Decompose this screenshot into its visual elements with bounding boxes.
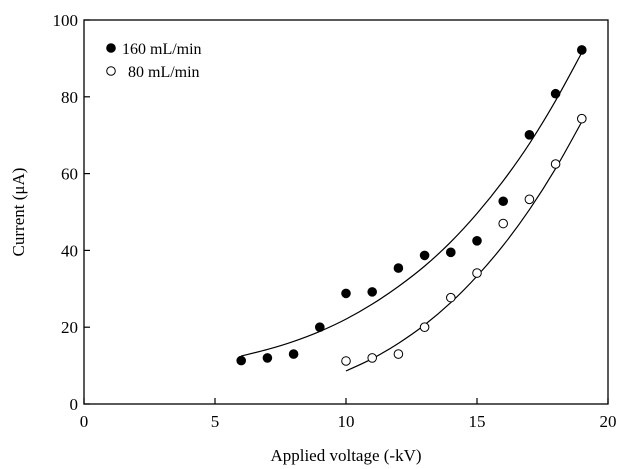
y-tick-label: 60 <box>61 165 78 184</box>
data-points <box>236 45 587 366</box>
data-point-series-0 <box>419 250 430 261</box>
data-point-series-0 <box>524 130 535 140</box>
ticks <box>83 19 609 405</box>
data-point-series-0 <box>367 287 378 297</box>
legend-marker-80 <box>106 66 116 76</box>
x-axis-label: Applied voltage (-kV) <box>270 446 421 465</box>
data-point-series-0 <box>288 349 299 359</box>
data-point-series-0 <box>341 288 351 299</box>
data-point-series-1 <box>446 292 456 303</box>
data-point-series-1 <box>419 322 430 333</box>
data-point-series-0 <box>472 236 482 246</box>
data-point-series-1 <box>472 268 482 278</box>
data-point-series-0 <box>315 322 325 333</box>
legend-label-80: 80 mL/min <box>128 64 200 81</box>
data-point-series-0 <box>498 196 509 207</box>
x-tick-label: 5 <box>211 412 220 431</box>
data-point-series-1 <box>341 356 351 366</box>
fit-curve-series-1 <box>345 121 583 372</box>
legend-label-160: 160 mL/min <box>122 41 202 58</box>
fit-curve-series-0 <box>241 52 583 357</box>
y-tick-label: 40 <box>61 241 78 260</box>
y-tick-label: 80 <box>61 88 78 107</box>
y-tick-label: 100 <box>53 11 79 30</box>
x-tick-label: 0 <box>80 412 89 431</box>
tick-labels: 0 5 10 15 20 0 20 40 60 80 100 <box>53 11 617 431</box>
data-point-series-1 <box>367 353 378 363</box>
data-point-series-0 <box>446 247 456 258</box>
x-tick-label: 10 <box>338 412 355 431</box>
y-axis-label: Current (μA) <box>9 168 28 257</box>
data-point-series-1 <box>498 218 509 229</box>
data-point-series-0 <box>393 263 404 273</box>
data-point-series-1 <box>550 159 561 169</box>
data-point-series-0 <box>550 88 561 99</box>
data-point-series-0 <box>262 353 273 363</box>
x-tick-label: 20 <box>600 412 617 431</box>
legend-marker-160 <box>106 43 116 53</box>
fit-curves <box>241 52 583 372</box>
data-point-series-0 <box>577 45 587 55</box>
data-point-series-1 <box>393 349 404 359</box>
data-point-series-1 <box>524 194 535 205</box>
legend: 160 mL/min 80 mL/min <box>106 41 202 81</box>
data-point-series-0 <box>236 355 246 366</box>
y-tick-label: 20 <box>61 318 78 337</box>
data-point-series-1 <box>577 113 587 124</box>
x-tick-label: 15 <box>469 412 486 431</box>
y-tick-label: 0 <box>70 395 79 414</box>
